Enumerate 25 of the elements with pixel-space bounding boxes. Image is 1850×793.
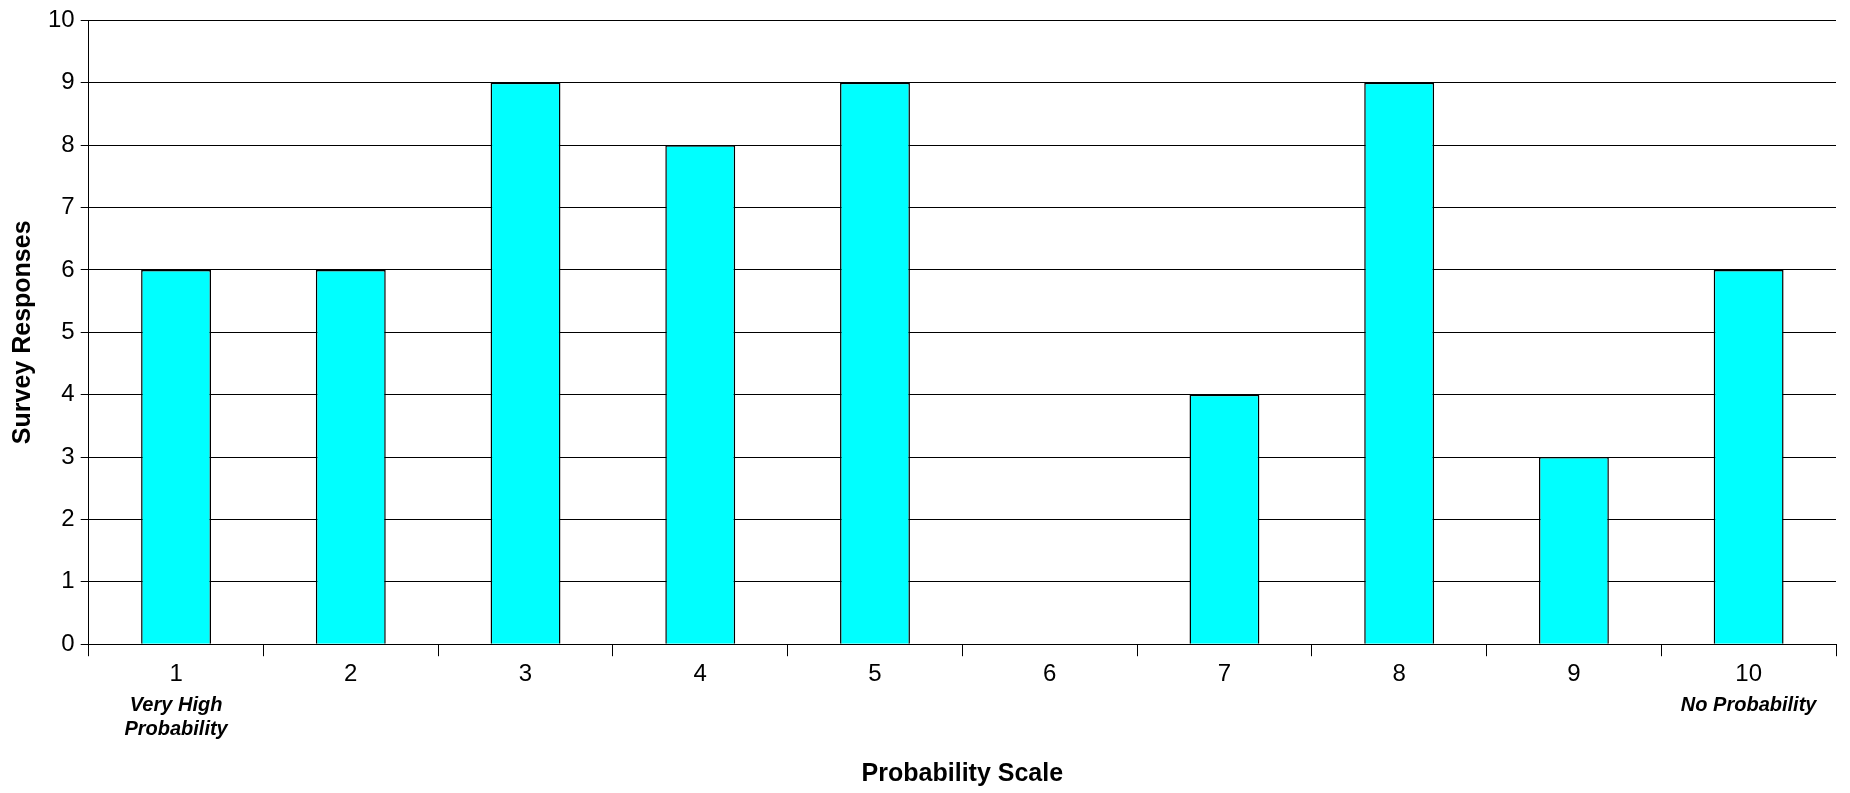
y-axis-title: Survey Responses xyxy=(6,220,35,445)
y-tick-label: 9 xyxy=(61,67,75,95)
y-tick-label: 1 xyxy=(61,566,75,594)
y-tick-label: 3 xyxy=(61,441,75,469)
x-tick-label: 9 xyxy=(1567,659,1581,687)
y-tick-label: 2 xyxy=(61,504,75,532)
x-tick-label: 5 xyxy=(868,659,882,687)
x-axis-title: Probability Scale xyxy=(861,757,1064,786)
x-tick-label: 8 xyxy=(1392,659,1406,687)
x-tick-label: 2 xyxy=(344,659,358,687)
y-tick-label: 5 xyxy=(61,316,75,344)
x-tick-label: 7 xyxy=(1217,659,1232,687)
x-tick-label: 3 xyxy=(518,659,533,687)
x-tick-label: 10 xyxy=(1735,659,1762,687)
x-tick-label: 4 xyxy=(693,659,707,687)
x-tick-label: 6 xyxy=(1043,659,1057,687)
y-tick-label: 6 xyxy=(61,254,75,282)
y-tick-label: 0 xyxy=(61,628,75,656)
y-tick-label: 10 xyxy=(47,5,75,33)
x-tick-label: 1 xyxy=(169,659,183,687)
text: Very High Probability xyxy=(124,692,229,739)
y-tick-label: 8 xyxy=(61,129,75,157)
y-tick-label: 4 xyxy=(61,379,75,407)
text: No Probability xyxy=(1680,692,1818,715)
y-tick-label: 7 xyxy=(61,192,75,220)
